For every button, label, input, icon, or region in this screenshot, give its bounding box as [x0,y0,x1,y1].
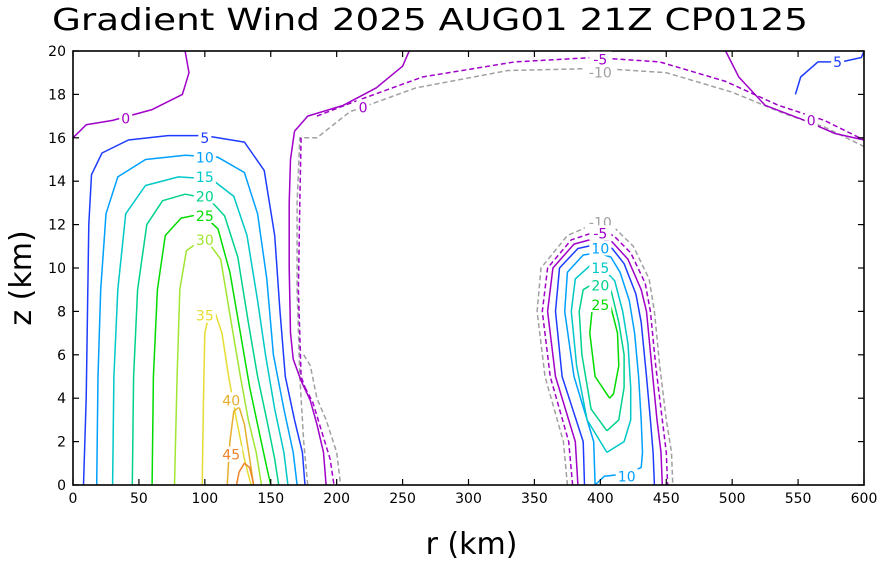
contour-label-bg [193,307,216,323]
contour-label-bg [589,260,612,275]
plot-frame [72,50,865,486]
contour-label: -10 [589,66,612,82]
contour-line-5 [554,243,656,486]
contour-line-45 [235,462,255,486]
contour-line-15 [111,176,289,486]
contour-label-bg [589,277,612,293]
contour-line-0 [546,236,664,486]
contour-label-bg [193,188,216,204]
x-tick-label: 500 [719,491,746,507]
contour-label: 25 [196,209,214,225]
x-tick-label: 0 [69,491,78,507]
contour-label-bg [193,231,216,247]
contour-label: 25 [591,298,609,314]
contour-label: 10 [196,150,214,166]
x-tick-label: 550 [785,491,812,507]
contour-line-neg10 [296,67,865,486]
contour-label: 0 [359,100,368,116]
contour-line-0 [724,50,865,141]
contour-label-bg [220,392,243,408]
contour-label-bg [193,207,216,223]
x-tick-label: 50 [130,491,148,507]
contour-line-20 [131,193,280,486]
y-tick-label: 20 [48,44,66,60]
contour-label: -5 [593,226,607,242]
y-tick-label: 8 [57,304,66,320]
x-tick-label: 150 [257,491,284,507]
y-tick-label: 2 [57,435,66,451]
contour-label: 5 [833,55,842,71]
y-tick-label: 14 [48,174,66,190]
contour-line-5 [794,50,865,95]
y-tick-label: 18 [48,87,66,103]
contour-label: 0 [807,113,816,129]
contour-label-bg [589,240,612,256]
contour-label-bg [589,51,612,67]
contour-line-35 [201,312,252,486]
contour-label-bg [119,110,133,126]
contour-line-neg10 [303,354,342,486]
contour-label: 30 [196,233,214,249]
y-tick-label: 0 [57,478,66,494]
contour-line-neg5 [304,387,335,486]
contour-label: 20 [196,189,214,205]
contour-label-bg [198,129,212,145]
x-tick-label: 450 [653,491,680,507]
x-tick-label: 200 [323,491,350,507]
contour-label: 35 [196,309,214,325]
contour-label: -5 [593,53,607,69]
chart-title: Gradient Wind 2025 AUG01 21Z CP0125 [52,3,808,38]
x-axis-label: r (km) [426,527,518,561]
contour-label-bg [804,112,818,128]
y-axis-label: z (km) [4,230,39,325]
contour-label: 45 [222,448,240,464]
x-tick-label: 600 [851,491,878,507]
contour-line-25 [151,213,272,486]
x-tick-label: 250 [389,491,416,507]
contour-label: 40 [222,393,240,409]
y-tick-label: 16 [48,131,66,147]
contour-line-neg5 [297,137,306,388]
contour-label-bg [831,53,845,69]
contour-line-10 [95,154,298,486]
contour-label: 5 [200,131,209,147]
contour-label: 15 [196,170,214,186]
y-tick-label: 6 [57,348,66,364]
contour-label: 15 [591,261,609,277]
contour-label-bg [584,64,616,80]
contour-line-30 [173,236,263,486]
contour-line-10 [563,252,644,486]
x-tick-label: 400 [587,491,614,507]
y-tick-label: 10 [48,261,66,277]
contour-line-0 [293,50,410,132]
contour-label-bg [193,149,216,165]
x-tick-label: 350 [521,491,548,507]
contour-label: 10 [618,469,636,485]
contour-label-bg [589,296,612,312]
x-tick-label: 100 [191,491,218,507]
y-tick-label: 12 [48,218,66,234]
contour-label: 20 [591,278,609,294]
contour-line-0 [72,50,190,139]
x-tick-label: 300 [455,491,482,507]
contour-line-neg10 [536,221,674,486]
contour-label-bg [589,225,612,241]
contour-line-40 [226,406,255,486]
contour-label-bg [615,468,638,484]
y-tick-label: 4 [57,391,66,407]
contour-label-bg [193,168,216,184]
contour-label: 10 [591,241,609,257]
contour-line-0 [288,131,327,486]
contour-label-bg [356,99,370,115]
contour-label-bg [220,446,243,462]
contour-label: 0 [121,111,130,127]
